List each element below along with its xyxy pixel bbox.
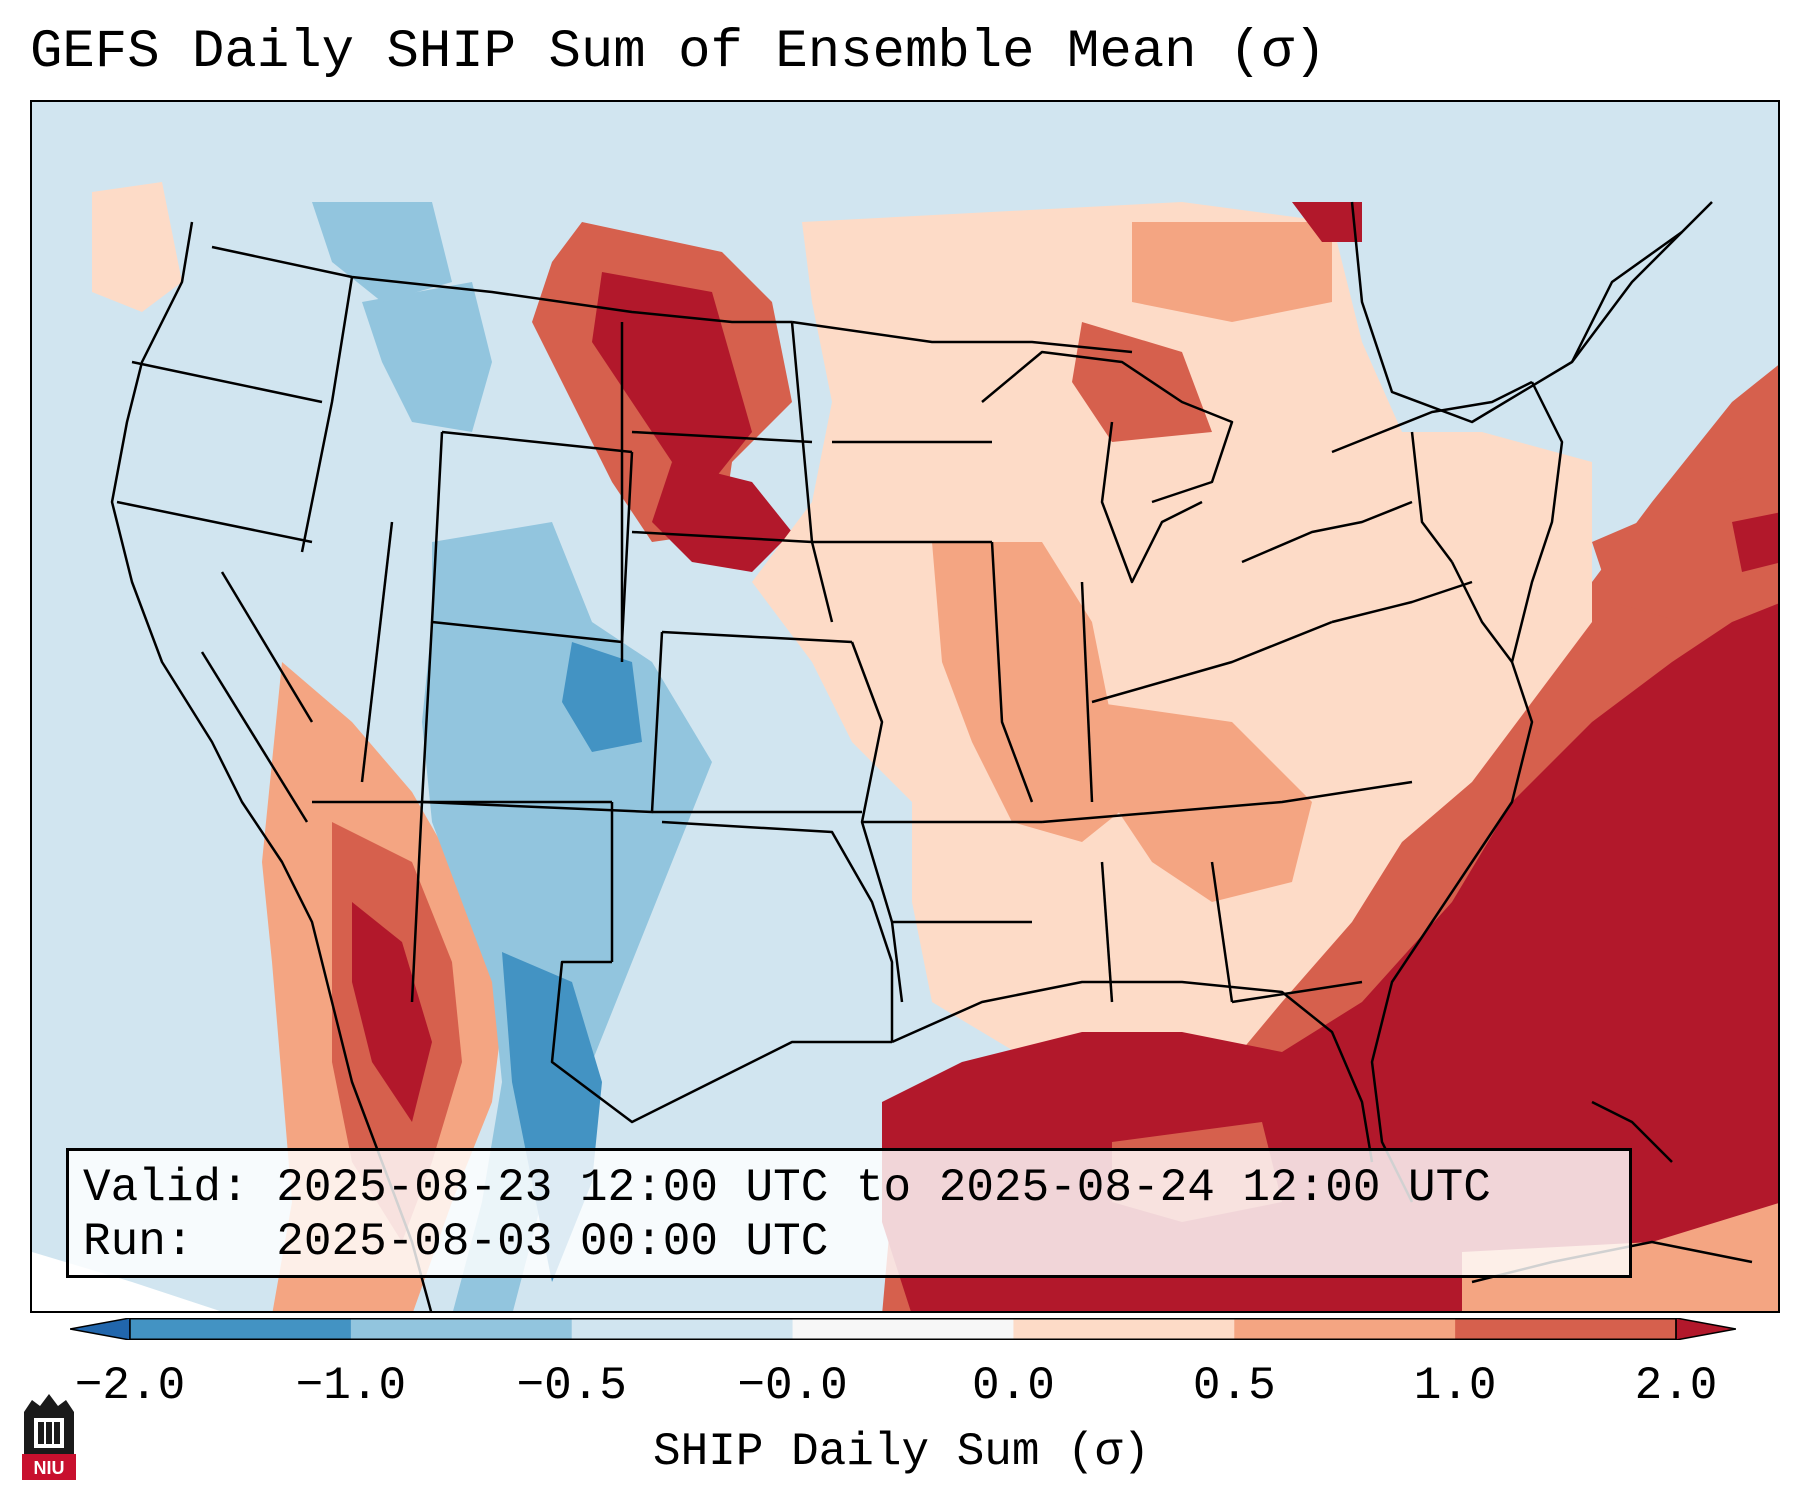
anomaly-field	[32, 182, 1778, 1311]
colorbar-tick-label: −0.0	[737, 1360, 848, 1412]
colorbar-segment	[571, 1318, 794, 1340]
colorbar-segment	[792, 1318, 1014, 1340]
colorbar-segment	[1455, 1318, 1677, 1340]
colorbar-tick-label: 0.0	[972, 1360, 1055, 1412]
colorbar-frame	[129, 1318, 1677, 1340]
colorbar-tick-label: 1.0	[1413, 1360, 1497, 1412]
colorbar-tick-label: 0.5	[1192, 1360, 1276, 1412]
valid-value: 2025-08-23 12:00 UTC to 2025-08-24 12:00…	[276, 1162, 1491, 1214]
colorbar-tick-label: −0.5	[516, 1360, 627, 1412]
run-value: 2025-08-03 00:00 UTC	[276, 1216, 829, 1268]
colorbar-segment	[350, 1318, 573, 1340]
colorbar-extend-low	[70, 1318, 131, 1340]
colorbar-label: SHIP Daily Sum (σ)	[653, 1426, 1150, 1478]
logo-text: NIU	[34, 1458, 65, 1478]
colorbar-extend-high	[1675, 1318, 1736, 1340]
niu-logo: NIU	[22, 1394, 76, 1480]
map-canvas	[32, 102, 1778, 1311]
colorbar-tick-label: −1.0	[295, 1360, 407, 1412]
colorbar-segment	[130, 1318, 352, 1340]
colorbar	[70, 1318, 1736, 1340]
run-label: Run:	[83, 1216, 194, 1268]
valid-label: Valid:	[83, 1162, 249, 1214]
colorbar-tick-label: 2.0	[1634, 1360, 1718, 1412]
colorbar-segment	[1234, 1318, 1456, 1340]
colorbar-tick-label: −2.0	[74, 1360, 186, 1412]
map-title: GEFS Daily SHIP Sum of Ensemble Mean (σ)	[30, 22, 1327, 83]
info-box: Valid: 2025-08-23 12:00 UTC to 2025-08-2…	[66, 1148, 1632, 1278]
colorbar-segment	[1013, 1318, 1235, 1340]
colorbar-ticks: −2.0 −1.0 −0.5 −0.0 0.0 0.5 1.0 2.0	[0, 1360, 1803, 1420]
map-panel[interactable]	[30, 100, 1780, 1313]
